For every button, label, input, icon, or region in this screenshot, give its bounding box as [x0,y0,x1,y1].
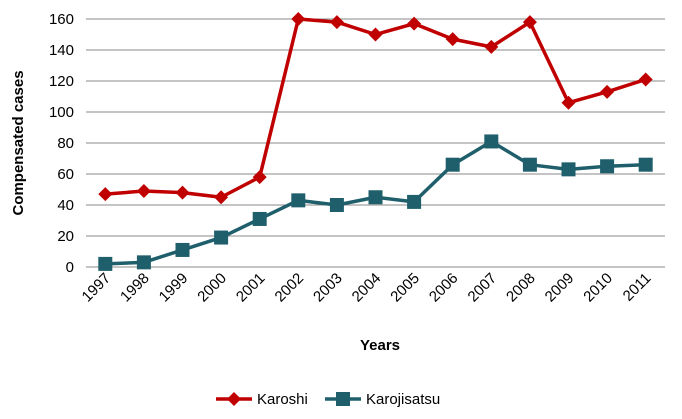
data-point [561,95,576,110]
data-point [368,27,383,42]
data-point [445,157,460,172]
x-tick-label: 2000 [194,270,230,306]
legend: Karoshi Karojisatsu [216,391,440,408]
data-point [214,230,229,245]
data-point [98,187,113,202]
x-tick-label: 2005 [387,270,423,306]
gridlines [86,18,665,237]
data-point [522,15,537,30]
x-axis-title: Years [360,337,400,354]
data-point [329,198,344,212]
y-tick-label: 160 [49,11,74,28]
x-axis-tick-labels: 1997 1998 1999 2000 2001 2002 2003 2004 2005 2006… [79,270,655,306]
legend-label: Karoshi [257,391,308,408]
data-point [136,184,151,199]
data-point [291,12,306,26]
x-tick-label: 1998 [117,270,153,306]
data-point [368,190,383,205]
x-tick-label: 2011 [620,270,655,305]
y-tick-label: 20 [57,228,74,245]
legend-item: Karojisatsu [325,391,440,408]
x-tick-label: 2008 [503,270,539,306]
x-tick-label: 1999 [156,270,192,306]
x-tick-label: 2009 [542,270,578,306]
series-karojisatsu [98,134,653,271]
y-tick-label: 140 [49,42,74,59]
legend-label: Karojisatsu [366,391,440,408]
data-point [484,134,499,149]
data-point [561,162,576,177]
series-group [98,12,653,271]
y-tick-label: 60 [57,166,74,183]
y-tick-label: 100 [49,104,74,121]
y-axis-title: Compensated cases [10,70,27,215]
data-point [407,194,422,209]
x-tick-label: 2004 [349,270,385,306]
legend-diamond-marker [227,392,241,406]
y-tick-label: 120 [49,73,74,90]
data-point [484,39,499,54]
data-point [291,193,306,208]
x-tick-label: 2002 [272,270,308,306]
x-tick-label: 2007 [465,270,501,306]
data-point [445,32,460,47]
y-tick-label: 80 [57,135,74,152]
x-tick-label: 2003 [310,270,346,306]
data-point [407,16,422,31]
data-point [638,157,653,172]
data-point [175,185,190,200]
data-point [214,190,229,205]
data-point [252,170,267,185]
data-point [638,72,653,87]
data-point [522,157,537,172]
legend-square-marker [336,392,350,406]
data-point [252,211,267,226]
x-tick-label: 2001 [233,270,269,306]
data-point [136,255,151,270]
data-point [600,84,615,99]
data-point [600,159,615,174]
series-karoshi [98,12,653,205]
y-tick-label: 40 [57,197,74,214]
data-point [98,256,113,271]
data-point [175,242,190,257]
y-tick-label: 0 [66,259,74,276]
x-tick-label: 1997 [79,270,115,306]
data-point [329,15,344,30]
x-tick-label: 2010 [580,270,616,306]
legend-item: Karoshi [216,391,308,408]
x-tick-label: 2006 [426,270,462,306]
y-axis-tick-labels: 0 20 40 60 80 100 120 140 160 [49,11,74,276]
